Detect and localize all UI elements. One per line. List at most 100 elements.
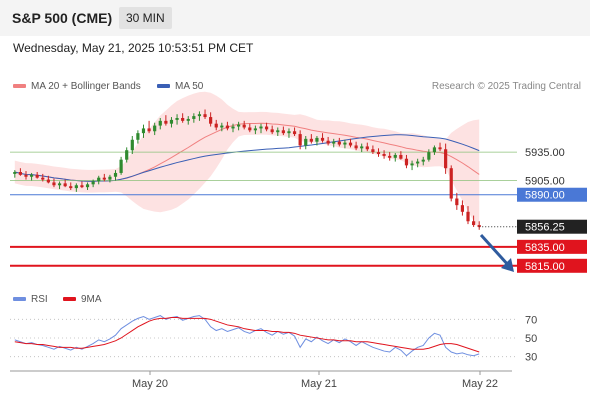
candle	[332, 138, 336, 148]
candle-body	[304, 138, 308, 146]
candle-body	[125, 150, 129, 160]
ma20-label: MA 20 + Bollinger Bands	[31, 81, 141, 92]
timeframe-badge[interactable]: 30 MIN	[119, 7, 172, 29]
candle-body	[46, 179, 50, 183]
candle	[52, 178, 56, 188]
candle-body	[186, 118, 190, 121]
candle-body	[57, 183, 62, 186]
candle	[69, 182, 73, 190]
candle-body	[69, 186, 73, 189]
candle-body	[18, 172, 22, 175]
candle-body	[276, 130, 280, 133]
candle-body	[119, 159, 123, 173]
candle	[29, 172, 34, 181]
candle-body	[399, 154, 403, 159]
candle	[192, 113, 196, 123]
candle-body	[41, 177, 45, 180]
level-label-0: 5935.00	[525, 147, 565, 159]
credit-text: Research © 2025 Trading Central	[431, 81, 581, 92]
candle	[376, 148, 381, 157]
candle	[449, 165, 453, 202]
candle	[438, 142, 442, 152]
candle-body	[63, 183, 67, 187]
candle-body	[298, 134, 302, 146]
candle	[57, 181, 62, 190]
candle	[181, 113, 185, 123]
candle	[399, 151, 403, 160]
candle	[472, 215, 476, 227]
candle	[225, 121, 230, 131]
candle-body	[80, 185, 84, 188]
candle	[203, 109, 207, 119]
candle	[460, 200, 465, 216]
rsi-line	[14, 315, 480, 357]
ma50-label: MA 50	[175, 81, 204, 92]
candle	[41, 173, 45, 182]
candle	[214, 119, 218, 131]
candle-body	[259, 126, 263, 129]
candle-body	[460, 205, 465, 212]
candle-body	[337, 141, 341, 145]
rsi-tick-70: 70	[525, 314, 537, 326]
candle-body	[237, 124, 241, 127]
candle	[281, 126, 285, 136]
candle-body	[220, 125, 224, 128]
candle-body	[354, 145, 358, 149]
candle	[147, 120, 151, 134]
candle-body	[264, 126, 269, 130]
candle-body	[74, 185, 78, 189]
candle-body	[281, 130, 285, 134]
candle	[164, 115, 168, 126]
candle-body	[348, 142, 353, 146]
candle	[337, 137, 341, 147]
candle	[354, 141, 358, 151]
candle	[46, 175, 50, 184]
candle-body	[438, 147, 442, 150]
candle-body	[326, 140, 330, 144]
candle	[248, 123, 252, 133]
candle-body	[248, 127, 252, 131]
rsi-swatch	[13, 297, 26, 302]
ma20-swatch	[13, 84, 26, 89]
candle	[80, 181, 84, 189]
last-price-label: 5856.25	[525, 222, 565, 234]
candle	[136, 130, 140, 144]
candle-body	[343, 142, 347, 145]
candle-body	[209, 117, 213, 124]
level-tag-2	[517, 187, 587, 202]
candle-body	[365, 146, 369, 150]
candle-body	[153, 125, 157, 132]
legend-rsi: RSI	[13, 294, 48, 305]
ma50-line	[14, 134, 480, 182]
level-label-3: 5835.00	[525, 242, 565, 254]
candle	[343, 139, 347, 149]
candle	[276, 127, 280, 136]
candle-body	[181, 118, 185, 121]
candle-body	[136, 133, 140, 140]
header-bar: S&P 500 (CME) 30 MIN	[0, 0, 590, 36]
level-label-2: 5890.00	[525, 190, 565, 202]
candle-body	[203, 114, 207, 118]
projection-arrow-shaft	[479, 233, 511, 268]
candle-body	[175, 118, 179, 120]
candle	[444, 143, 448, 174]
candle-body	[455, 198, 459, 206]
candle	[382, 150, 386, 159]
candle-body	[85, 184, 90, 188]
candle	[466, 206, 470, 225]
projection-arrow-head	[501, 258, 514, 272]
candle	[270, 125, 274, 135]
candle-body	[472, 221, 476, 226]
candle-body	[382, 154, 386, 156]
candle-body	[315, 137, 319, 142]
candle	[63, 179, 67, 188]
candle	[348, 138, 353, 148]
candle	[416, 158, 420, 168]
candle-body	[360, 146, 364, 149]
candle	[320, 133, 325, 143]
rsi-label: RSI	[31, 294, 48, 305]
candle-body	[393, 154, 397, 158]
candle	[158, 118, 162, 130]
candle-body	[332, 141, 336, 144]
